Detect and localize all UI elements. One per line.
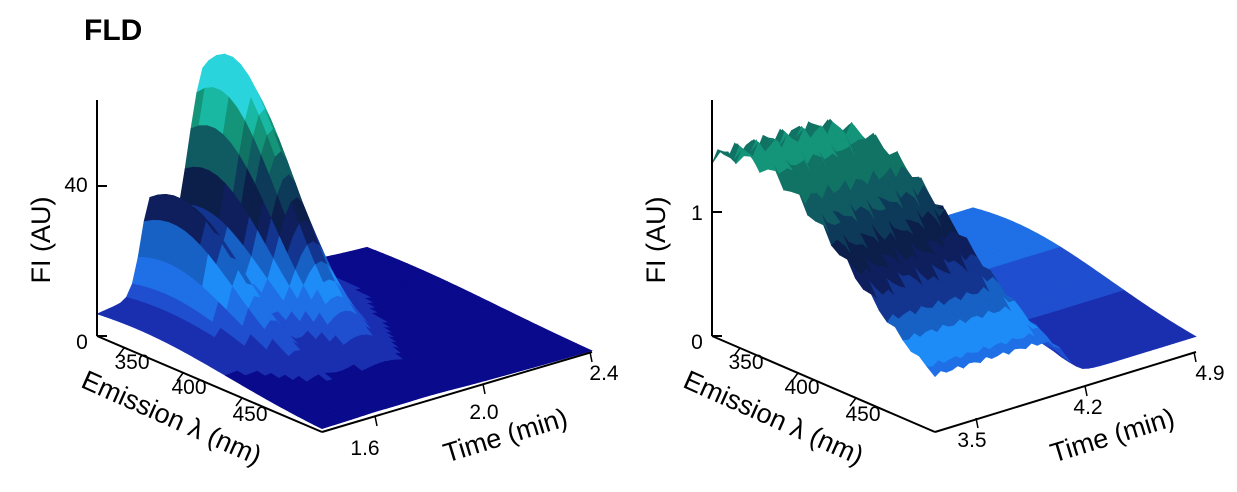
left-z-tick-label-0: 0: [76, 331, 88, 354]
left-x-tick-label-350: 350: [114, 351, 149, 374]
right-x-tick-label-450: 450: [845, 403, 880, 426]
left-z-axis-label: FI (AU): [26, 197, 56, 284]
right-x-tick-350: [733, 347, 741, 357]
left-y-tick-2.4: [589, 351, 593, 363]
left-x-tick-400: [176, 372, 184, 382]
left-y-axis-label: Time (min): [440, 402, 571, 468]
right-x-axis-label: Emission λ (nm): [679, 365, 868, 471]
right-y-tick-label-3.5: 3.5: [957, 429, 986, 452]
right-x-tick-label-350: 350: [728, 351, 763, 374]
right-z-axis-label: FI (AU): [641, 197, 671, 284]
right-y-axis: [934, 351, 1197, 433]
right-x-tick-label-400: 400: [784, 376, 819, 399]
left-surface: [96, 53, 593, 430]
right-x-tick-450: [849, 397, 857, 407]
right-surface-facet: [926, 366, 942, 378]
left-y-tick-label-2.0: 2.0: [469, 401, 498, 424]
right-y-tick-label-4.9: 4.9: [1195, 362, 1224, 385]
right-y-axis-label: Time (min): [1047, 402, 1178, 468]
left-x-tick-450: [235, 397, 243, 407]
right-y-tick-3.5: [975, 417, 979, 429]
right-surface-panel: 0 1 350 400 450 3.5 4.2 4.9 FI (AU) Emis…: [641, 100, 1225, 471]
left-x-tick-350: [117, 347, 125, 357]
left-y-tick-1.6: [374, 415, 378, 427]
left-surface-panel: 0 40 350 400 450 1.6 2.0 2.4 FI (AU) Emi…: [26, 53, 619, 471]
left-y-axis: [321, 351, 593, 433]
left-surface-facet: [313, 422, 329, 430]
left-x-axis: [96, 335, 323, 433]
right-y-tick-label-4.2: 4.2: [1073, 396, 1102, 419]
figure-title: FLD: [84, 14, 143, 47]
left-z-tick-label-40: 40: [64, 174, 87, 197]
left-y-tick-label-2.4: 2.4: [589, 362, 619, 385]
right-surface: [711, 118, 1197, 378]
right-z-tick-label-1: 1: [691, 202, 703, 225]
right-x-axis: [711, 335, 936, 433]
left-x-tick-label-450: 450: [232, 403, 267, 426]
right-x-tick-400: [791, 372, 799, 382]
left-x-tick-label-400: 400: [171, 376, 206, 399]
right-z-tick-label-0: 0: [691, 331, 703, 354]
right-y-tick-4.2: [1084, 385, 1088, 397]
right-y-tick-4.9: [1193, 351, 1197, 363]
left-y-tick-label-1.6: 1.6: [350, 437, 379, 460]
left-y-tick-2.0: [482, 383, 486, 395]
